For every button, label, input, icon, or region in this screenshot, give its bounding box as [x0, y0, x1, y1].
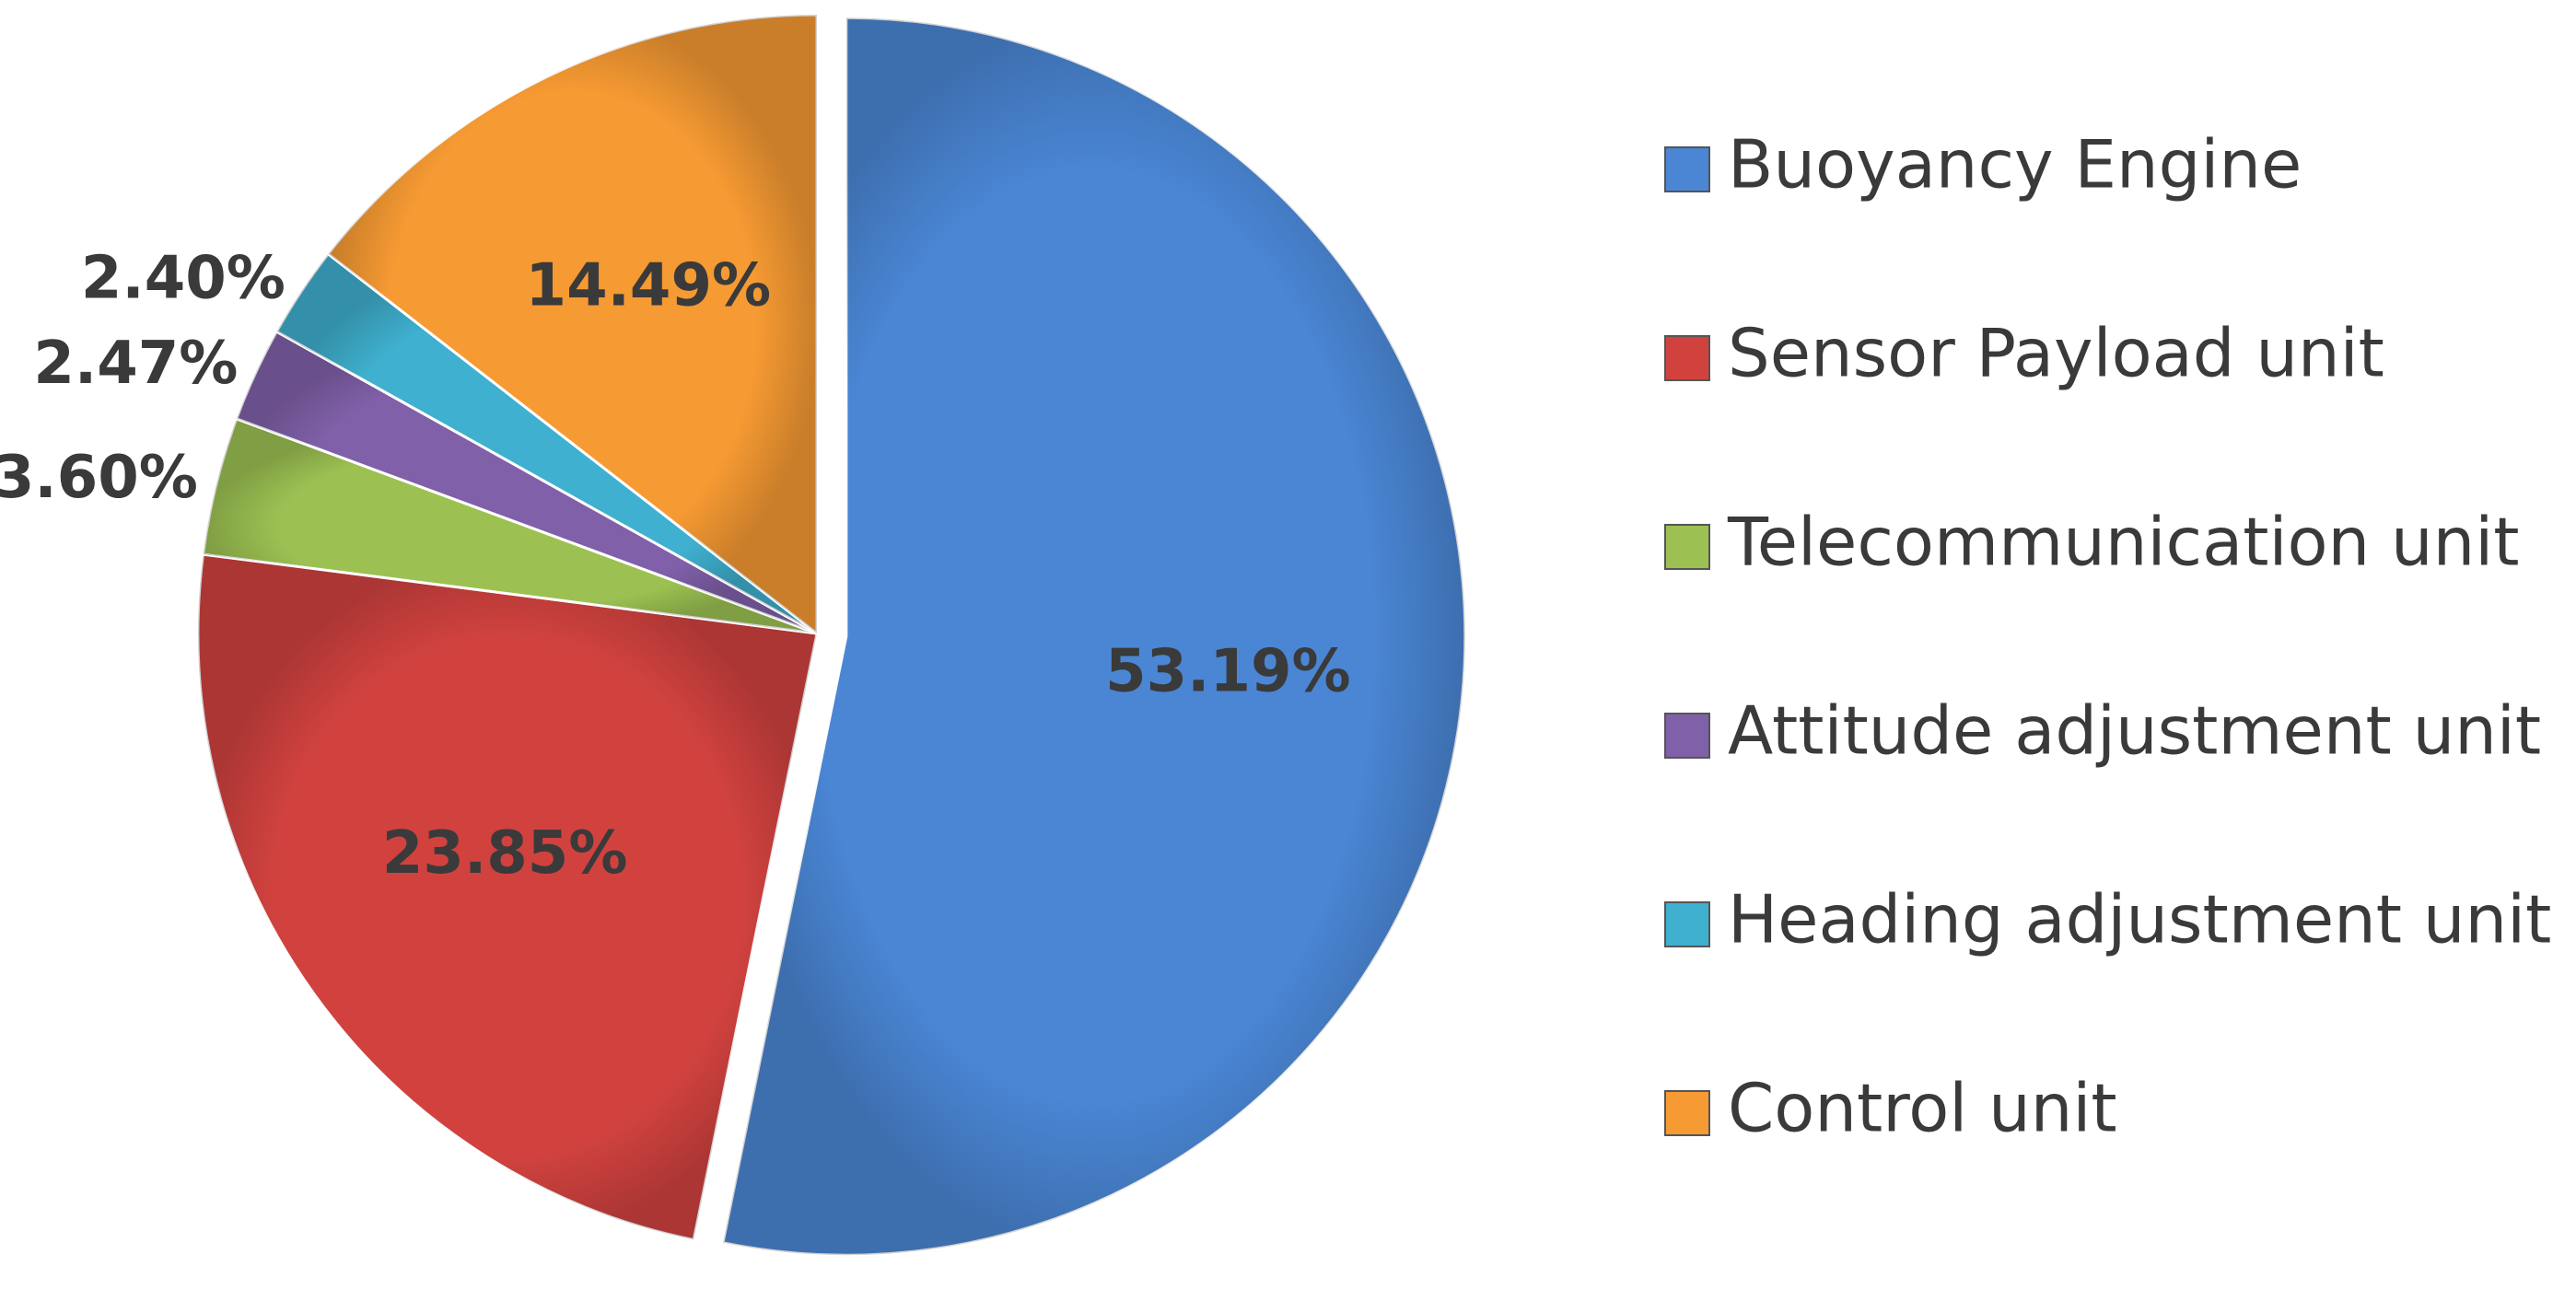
legend-swatch — [1664, 524, 1710, 570]
legend-label: Telecommunication unit — [1727, 504, 2520, 581]
legend-label: Heading adjustment unit — [1728, 881, 2551, 958]
legend-swatch — [1664, 1090, 1710, 1136]
data-label: 53.19% — [1105, 637, 1351, 705]
legend-swatch — [1664, 901, 1710, 947]
data-label: 2.47% — [33, 330, 238, 398]
legend-label: Buoyancy Engine — [1728, 126, 2302, 203]
data-label: 2.40% — [81, 244, 286, 312]
legend-label: Control unit — [1728, 1070, 2117, 1147]
data-label: 14.49% — [526, 251, 772, 319]
legend-label: Sensor Payload unit — [1728, 315, 2384, 392]
legend-swatch — [1664, 146, 1710, 192]
legend-swatch — [1664, 713, 1710, 759]
legend-swatch — [1664, 335, 1710, 381]
data-label: 23.85% — [382, 819, 628, 888]
pie-slice — [196, 552, 819, 1242]
pie-slice — [721, 16, 1467, 1257]
legend-label: Attitude adjustment unit — [1728, 692, 2541, 770]
data-label: 3.60% — [0, 444, 198, 512]
